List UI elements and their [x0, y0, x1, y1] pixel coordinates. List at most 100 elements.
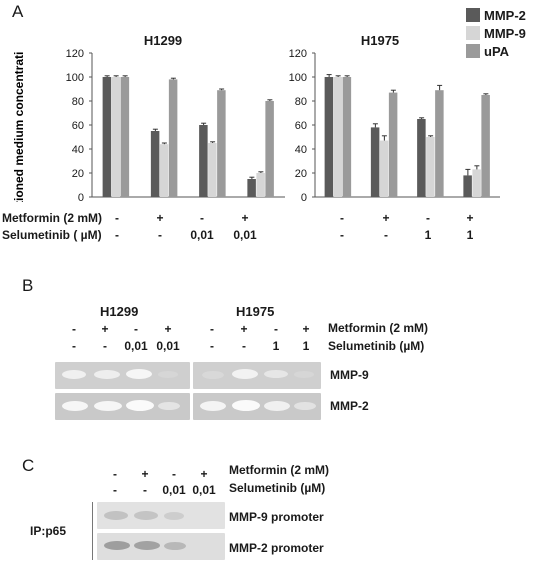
gel-h1299-selumetinib-sign: - — [72, 339, 76, 353]
y-tick-label: 120 — [66, 48, 84, 60]
bar-mmp-2 — [324, 77, 334, 197]
selumetinib-label-a: Selumetinib ( µM) — [2, 228, 102, 242]
h1975-metformin-sign: + — [466, 211, 474, 225]
bar-mmp-9 — [208, 143, 217, 197]
panel-label-c: C — [22, 456, 35, 475]
bar-mmp-2 — [417, 119, 426, 197]
selumetinib-label-b: Selumetinib (µM) — [328, 339, 425, 353]
bracket-line — [92, 502, 93, 560]
gel-h1299-selumetinib-sign: 0,01 — [156, 339, 180, 353]
h1975-selumetinib-sign: - — [340, 228, 344, 242]
bar-mmp-2 — [150, 131, 160, 197]
band — [104, 541, 130, 550]
promoter-selumetinib-sign: - — [143, 483, 147, 497]
bar-mmp-2 — [102, 77, 112, 197]
gel-h1975-selumetinib-sign: - — [242, 339, 246, 353]
bar-mmp-2 — [247, 179, 256, 197]
y-tick-label: 0 — [301, 192, 307, 204]
selumetinib-label-c: Selumetinib (µM) — [229, 481, 326, 495]
promoter-selumetinib-sign: 0,01 — [162, 483, 186, 497]
band — [158, 371, 178, 378]
bar-charts: H1299 0 20 40 60 80 100 120 H1975 0 20 40 60 80 100 120 — [66, 33, 500, 204]
y-tick-label: 80 — [295, 96, 307, 108]
bar-upa — [217, 90, 226, 197]
gel-h1975-metformin-sign: + — [240, 322, 248, 336]
legend-label: uPA — [484, 43, 510, 59]
gel-h1975-metformin-sign: - — [210, 322, 214, 336]
band — [62, 370, 86, 379]
y-tick-label: 20 — [72, 168, 84, 180]
gel-h1975-selumetinib-sign: 1 — [272, 339, 280, 353]
y-tick-label: 40 — [295, 144, 307, 156]
y-tick-label: 120 — [289, 48, 307, 60]
gel-h1975-selumetinib-sign: 1 — [302, 339, 310, 353]
gel-h1975-metformin-sign: - — [274, 322, 278, 336]
band — [104, 511, 128, 520]
bar-upa — [265, 101, 274, 197]
legend-swatch — [466, 44, 480, 58]
h1299-metformin-sign: - — [200, 211, 204, 225]
legend-label: MMP-2 — [484, 7, 526, 23]
metformin-label-c: Metformin (2 mM) — [229, 463, 329, 477]
band-label-mmp9-promoter: MMP-9 promoter — [229, 510, 324, 524]
metformin-label-a: Metformin (2 mM) — [2, 211, 102, 225]
bar-upa — [342, 77, 352, 197]
bar-mmp-9 — [333, 77, 343, 197]
band — [264, 401, 290, 411]
gel-h1299-metformin-sign: - — [72, 322, 76, 336]
chart-title: H1299 — [144, 33, 182, 48]
bar-mmp-9 — [256, 173, 265, 197]
legend-item-mmp9: MMP-9 — [466, 24, 526, 42]
bar-upa — [120, 77, 130, 197]
band — [126, 400, 154, 411]
legend-swatch — [466, 26, 480, 40]
promoter-metformin-sign: + — [141, 467, 149, 481]
promoter-metformin-sign: - — [172, 467, 176, 481]
bar-mmp-2 — [370, 127, 380, 197]
y-tick-label: 40 — [72, 144, 84, 156]
legend-item-upa: uPA — [466, 42, 526, 60]
y-axis-title-text: Conditioned medium concentration (%) — [12, 52, 26, 202]
y-axis-title-svg: Conditioned medium concentration (%) — [12, 15, 26, 239]
y-tick-label: 60 — [72, 120, 84, 132]
band — [232, 400, 260, 411]
band — [94, 370, 120, 379]
y-tick-label: 60 — [295, 120, 307, 132]
gel-h1299-metformin-sign: + — [101, 322, 109, 336]
bar-mmp-9 — [159, 144, 169, 197]
h1975-metformin-sign: + — [382, 211, 390, 225]
y-tick-label: 80 — [72, 96, 84, 108]
promoter-selumetinib-sign: 0,01 — [192, 483, 216, 497]
gel-h1975-selumetinib-sign: - — [210, 339, 214, 353]
gel-title-h1299: H1299 — [100, 304, 139, 319]
h1975-selumetinib-sign: - — [384, 228, 388, 242]
band — [164, 512, 184, 520]
chart-legend: MMP-2 MMP-9 uPA — [466, 6, 526, 60]
h1975-metformin-sign: - — [426, 211, 430, 225]
h1299-selumetinib-sign: - — [115, 228, 119, 242]
y-tick-label: 100 — [66, 72, 84, 84]
h1975-selumetinib-sign: 1 — [466, 228, 474, 242]
promoter-metformin-sign: + — [200, 467, 208, 481]
bar-upa — [168, 79, 178, 197]
bar-mmp-9 — [472, 169, 481, 197]
h1299-selumetinib-sign: 0,01 — [233, 228, 257, 242]
promoter-metformin-sign: - — [113, 467, 117, 481]
y-tick-label: 20 — [295, 168, 307, 180]
gel-title-h1975: H1975 — [236, 304, 275, 319]
bar-mmp-9 — [379, 140, 389, 197]
h1975-metformin-sign: - — [340, 211, 344, 225]
gel-h1299-selumetinib-sign: 0,01 — [124, 339, 148, 353]
bar-mmp-2 — [463, 175, 472, 197]
panel-label-b: B — [22, 276, 34, 295]
bar-upa — [435, 90, 444, 197]
metformin-label-b: Metformin (2 mM) — [328, 321, 428, 335]
bar-upa — [481, 95, 490, 197]
chart-title: H1975 — [361, 33, 399, 48]
bar-mmp-9 — [426, 137, 435, 197]
gel-h1299-metformin-sign: - — [134, 322, 138, 336]
h1299-metformin-sign: + — [241, 211, 249, 225]
h1975-selumetinib-sign: 1 — [424, 228, 432, 242]
panel-label-a: A — [12, 2, 24, 21]
band-label-mmp2: MMP-2 — [330, 399, 369, 413]
